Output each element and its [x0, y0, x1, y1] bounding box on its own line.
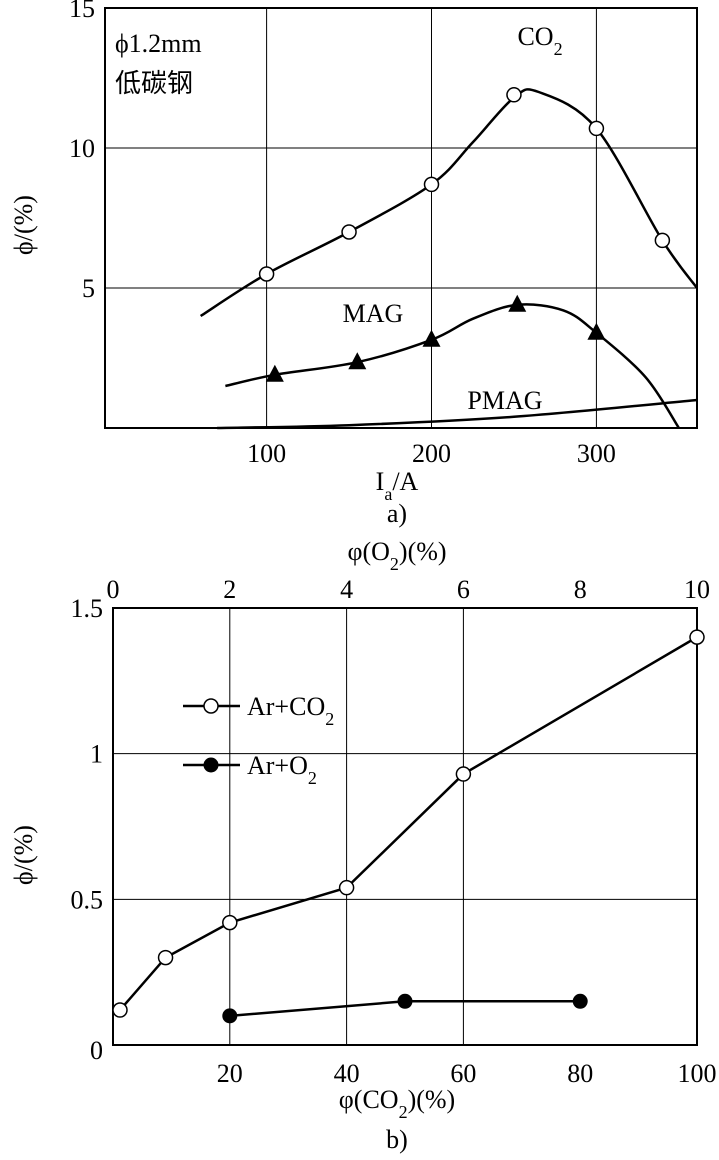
y-axis-label: ϕ/(%)	[9, 195, 38, 255]
y-tick-label: 15	[69, 0, 95, 23]
series-label: PMAG	[467, 386, 542, 415]
data-point	[203, 698, 219, 714]
x2-axis-label: φ(O2)(%)	[347, 537, 446, 574]
data-point	[258, 266, 275, 282]
data-point	[203, 757, 219, 773]
series-line	[119, 636, 698, 1011]
x-tick-label: 60	[450, 1059, 476, 1088]
data-point	[689, 629, 705, 645]
y-tick-label: 1	[90, 740, 103, 769]
data-point	[423, 176, 440, 193]
data-point	[222, 914, 238, 931]
y-tick-label: 0	[90, 1036, 103, 1065]
x-tick-label: 80	[567, 1059, 593, 1088]
x2-tick-label: 2	[223, 575, 236, 604]
annotation-diameter: ϕ1.2mm	[115, 29, 202, 58]
x2-tick-label: 8	[574, 575, 587, 604]
data-point	[588, 120, 605, 137]
data-point	[222, 1008, 238, 1024]
data-point	[422, 329, 441, 347]
data-point	[341, 224, 357, 240]
plot-frame	[112, 607, 698, 1046]
data-point	[508, 294, 527, 312]
x2-tick-label: 4	[340, 575, 353, 604]
panel-label: a)	[387, 499, 407, 528]
y-tick-label: 1.5	[71, 594, 104, 623]
x2-tick-label: 6	[457, 575, 470, 604]
data-point	[397, 993, 413, 1009]
x-tick-label: 40	[334, 1059, 360, 1088]
y-axis-label: ϕ/(%)	[9, 825, 38, 885]
y-tick-label: 0.5	[71, 885, 104, 914]
series-curve	[199, 88, 699, 318]
x-tick-label: 100	[678, 1059, 717, 1088]
data-point	[338, 879, 355, 896]
data-point	[572, 993, 588, 1009]
y-tick-label: 5	[82, 274, 95, 303]
panel-label: b)	[386, 1125, 408, 1154]
data-point	[157, 949, 174, 966]
x2-tick-label: 10	[684, 575, 710, 604]
legend-label: Ar+CO2	[247, 692, 334, 729]
x-tick-label: 100	[247, 439, 286, 468]
series-curve	[217, 398, 698, 430]
series-curve	[225, 303, 680, 429]
legend-label: Ar+O2	[247, 751, 317, 788]
data-point	[112, 1002, 128, 1018]
x2-tick-label: 0	[107, 575, 120, 604]
data-point	[654, 232, 671, 249]
data-point	[348, 352, 367, 370]
x-tick-label: 200	[412, 439, 451, 468]
annotation-material: 低碳钢	[115, 69, 193, 98]
y-tick-label: 10	[69, 134, 95, 163]
data-point	[455, 766, 472, 782]
data-point	[265, 364, 284, 382]
x-axis-label: φ(CO2)(%)	[339, 1085, 455, 1122]
x-tick-label: 20	[217, 1059, 243, 1088]
x-tick-label: 300	[577, 439, 616, 468]
series-label: CO2	[517, 22, 562, 59]
data-point	[587, 322, 606, 340]
series-label: MAG	[343, 299, 404, 328]
data-point	[506, 87, 522, 103]
plot-frame	[104, 7, 698, 429]
